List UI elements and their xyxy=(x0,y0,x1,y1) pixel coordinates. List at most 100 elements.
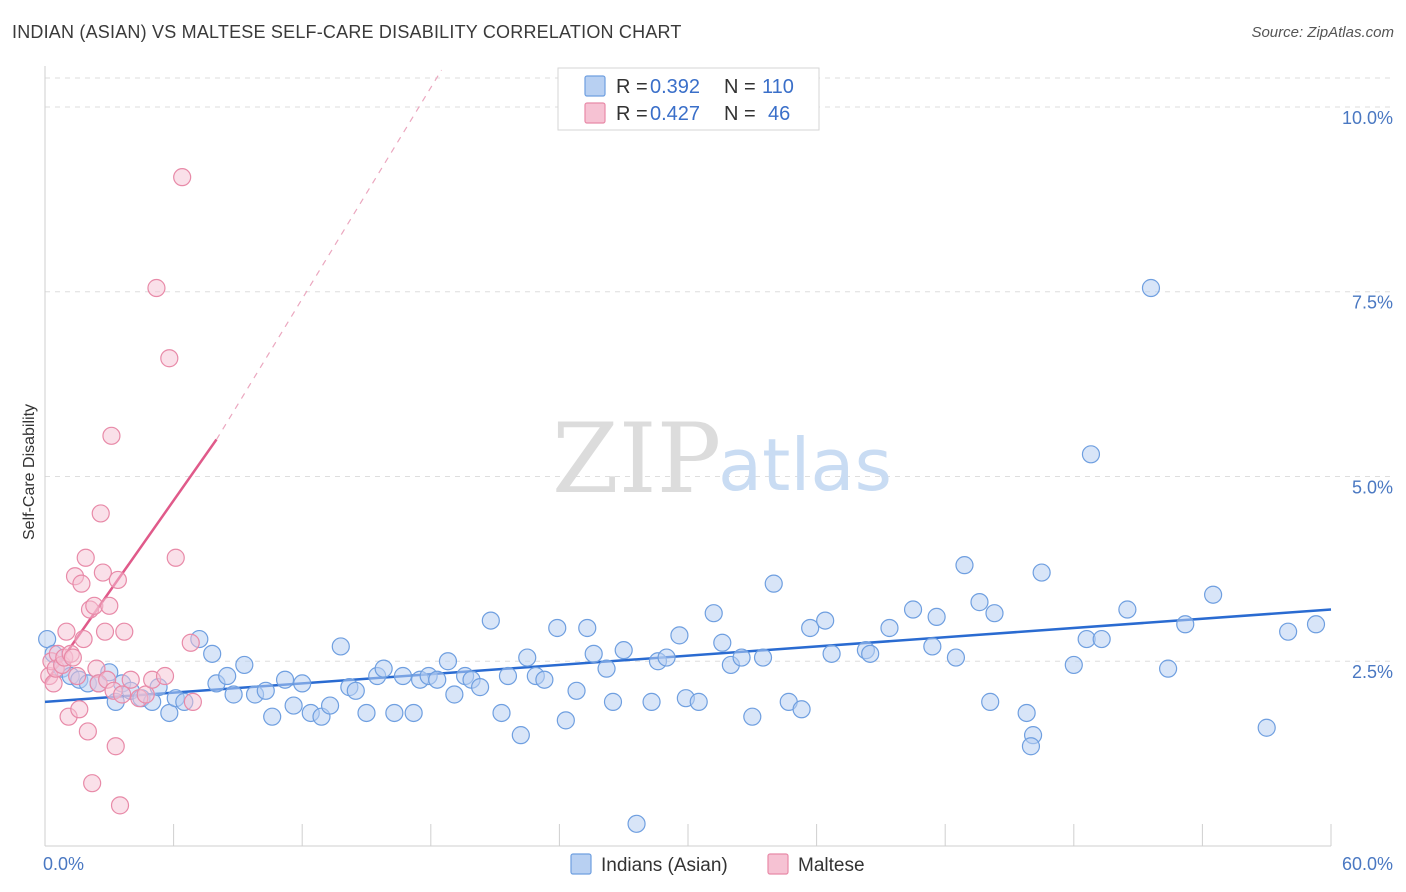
y-axis-label: Self-Care Disability xyxy=(21,404,38,540)
point-indians-asian-22 xyxy=(235,655,254,675)
point-indians-asian-82 xyxy=(822,644,841,663)
point-indians-asian-79 xyxy=(792,700,811,719)
legend-r-label-pink: R = xyxy=(616,103,648,125)
watermark-zip: ZIP xyxy=(552,403,721,515)
point-maltese-25 xyxy=(95,622,115,641)
x-tick-label-1: 60.0% xyxy=(1342,854,1393,874)
point-indians-asian-58 xyxy=(567,681,586,700)
point-indians-asian-21 xyxy=(224,685,243,704)
trend-lines xyxy=(43,69,1332,704)
point-maltese-44 xyxy=(181,633,200,652)
point-indians-asian-37 xyxy=(374,659,393,678)
point-indians-asian-48 xyxy=(470,678,490,697)
point-indians-asian-96 xyxy=(1021,737,1041,756)
point-indians-asian-34 xyxy=(346,681,365,700)
point-indians-asian-92 xyxy=(981,692,1000,711)
point-indians-asian-72 xyxy=(713,633,732,652)
legend-n-label-blue: N = xyxy=(724,76,756,98)
bottom-legend-label-blue: Indians (Asian) xyxy=(601,855,728,876)
point-maltese-23 xyxy=(91,504,110,523)
point-indians-asian-25 xyxy=(263,707,282,726)
point-indians-asian-18 xyxy=(203,644,222,663)
point-indians-asian-63 xyxy=(614,641,633,660)
point-maltese-24 xyxy=(93,563,112,582)
legend-n-value-blue: 110 xyxy=(762,76,794,98)
point-indians-asian-109 xyxy=(1306,615,1326,634)
chart-title: INDIAN (ASIAN) VS MALTESE SELF-CARE DISA… xyxy=(12,22,682,42)
point-indians-asian-67 xyxy=(657,648,676,667)
point-indians-asian-26 xyxy=(275,670,295,689)
point-indians-asian-64 xyxy=(627,814,646,833)
bottom-legend-swatch-pink xyxy=(767,853,789,875)
point-indians-asian-35 xyxy=(357,703,376,723)
point-indians-asian-85 xyxy=(880,618,899,638)
point-maltese-15 xyxy=(74,629,93,649)
point-indians-asian-28 xyxy=(293,674,312,693)
point-maltese-31 xyxy=(108,570,127,590)
legend-n-value-pink: 46 xyxy=(768,103,790,125)
point-indians-asian-90 xyxy=(955,556,974,575)
point-maltese-41 xyxy=(160,349,179,368)
point-indians-asian-93 xyxy=(985,604,1004,623)
point-indians-asian-81 xyxy=(816,611,835,630)
point-indians-asian-39 xyxy=(393,666,413,686)
series-indians-asian xyxy=(38,278,1326,833)
point-indians-asian-97 xyxy=(1032,563,1051,582)
point-indians-asian-75 xyxy=(743,707,762,726)
y-tick-label-2: 7.5% xyxy=(1352,293,1393,313)
point-indians-asian-106 xyxy=(1204,585,1223,604)
point-indians-asian-60 xyxy=(584,644,603,663)
point-indians-asian-27 xyxy=(284,696,303,715)
point-indians-asian-68 xyxy=(670,626,689,645)
point-maltese-30 xyxy=(106,737,125,756)
point-indians-asian-87 xyxy=(923,637,942,656)
point-maltese-14 xyxy=(72,574,91,593)
point-indians-asian-86 xyxy=(903,600,923,619)
y-tick-label-0: 2.5% xyxy=(1352,662,1393,682)
point-maltese-27 xyxy=(100,596,119,615)
point-indians-asian-38 xyxy=(385,703,404,723)
point-indians-asian-61 xyxy=(597,659,616,678)
point-indians-asian-74 xyxy=(732,648,751,667)
point-maltese-7 xyxy=(57,622,76,641)
point-maltese-16 xyxy=(76,548,95,567)
point-indians-asian-107 xyxy=(1257,718,1276,737)
axes xyxy=(44,66,1332,847)
legend-swatch-pink xyxy=(584,102,606,124)
point-indians-asian-77 xyxy=(764,574,783,593)
point-indians-asian-32 xyxy=(331,637,350,656)
point-maltese-10 xyxy=(63,648,82,667)
y-tick-label-3: 10.0% xyxy=(1342,108,1393,128)
point-indians-asian-80 xyxy=(801,618,820,638)
point-indians-asian-101 xyxy=(1092,629,1111,649)
point-maltese-33 xyxy=(113,685,132,704)
legend-bottom: Indians (Asian) Maltese xyxy=(570,853,865,876)
tick-labels: 2.5% 5.0% 7.5% 10.0% 0.0% 60.0% xyxy=(43,108,1393,874)
legend-top: R = 0.392 N = 110 R = 0.427 N = 46 xyxy=(557,67,820,131)
point-indians-asian-102 xyxy=(1118,600,1137,619)
point-indians-asian-49 xyxy=(481,611,500,630)
point-maltese-12 xyxy=(68,666,87,686)
point-indians-asian-55 xyxy=(535,670,554,689)
point-maltese-35 xyxy=(121,670,140,689)
point-indians-asian-43 xyxy=(428,670,447,689)
point-maltese-43 xyxy=(173,168,192,187)
point-indians-asian-50 xyxy=(492,703,511,723)
point-indians-asian-91 xyxy=(970,593,989,612)
point-indians-asian-70 xyxy=(689,692,708,711)
legend-n-label-pink: N = xyxy=(724,103,756,125)
point-maltese-19 xyxy=(83,774,102,793)
point-indians-asian-100 xyxy=(1081,445,1101,464)
bottom-legend-label-pink: Maltese xyxy=(798,855,865,876)
point-indians-asian-57 xyxy=(556,711,575,730)
point-indians-asian-76 xyxy=(753,648,773,667)
source-label: Source: ZipAtlas.com xyxy=(1251,24,1394,41)
grid xyxy=(45,77,1394,662)
point-maltese-17 xyxy=(78,722,97,741)
point-indians-asian-104 xyxy=(1159,659,1178,678)
point-indians-asian-94 xyxy=(1017,703,1036,723)
point-indians-asian-45 xyxy=(445,685,464,704)
legend-r-label-blue: R = xyxy=(616,76,648,98)
point-indians-asian-53 xyxy=(518,648,537,667)
